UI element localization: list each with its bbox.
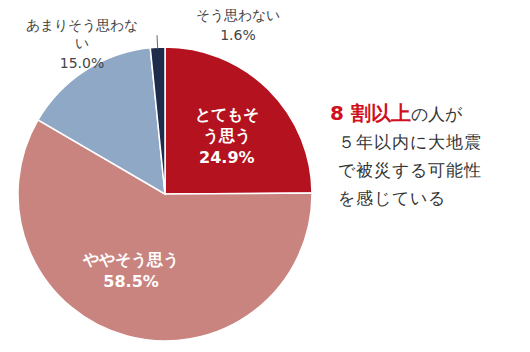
leader-line bbox=[157, 35, 159, 49]
category-label: う思う bbox=[203, 126, 251, 145]
pie bbox=[18, 47, 312, 341]
category-label: い bbox=[75, 35, 89, 51]
category-label: とてもそ bbox=[195, 105, 259, 124]
slice-label: あまりそう思わない 15.0% bbox=[26, 17, 138, 71]
pie-slice bbox=[38, 48, 165, 194]
chart: とてもそう思う 24.9% ややそう思う 58.5% あまりそう思わない 15.0% そう思… bbox=[0, 0, 530, 352]
pie-slice bbox=[150, 47, 165, 194]
annotation-emphasis: 8 割以上 bbox=[330, 101, 411, 125]
slice-label: そう思わない 1.6% bbox=[196, 7, 280, 43]
pie-slice bbox=[165, 47, 312, 194]
category-label: そう思わない bbox=[196, 7, 280, 23]
annotation: 8 割以上の人が bbox=[330, 101, 463, 125]
annotation-line: を感じている bbox=[338, 188, 446, 208]
annotation-line: ５年以内に大地震 bbox=[338, 132, 482, 152]
value-label: 15.0% bbox=[60, 55, 104, 71]
category-label: ややそう思う bbox=[82, 250, 179, 269]
annotation-line: の人が bbox=[411, 104, 463, 124]
slice-label: ややそう思う 58.5% bbox=[82, 250, 179, 291]
annotation-line: で被災する可能性 bbox=[338, 160, 482, 180]
value-label: 1.6% bbox=[220, 27, 256, 43]
category-label: あまりそう思わな bbox=[26, 17, 138, 33]
slice-label: とてもそう思う 24.9% bbox=[195, 105, 259, 167]
value-label: 24.9% bbox=[199, 148, 255, 167]
value-label: 58.5% bbox=[103, 272, 159, 291]
